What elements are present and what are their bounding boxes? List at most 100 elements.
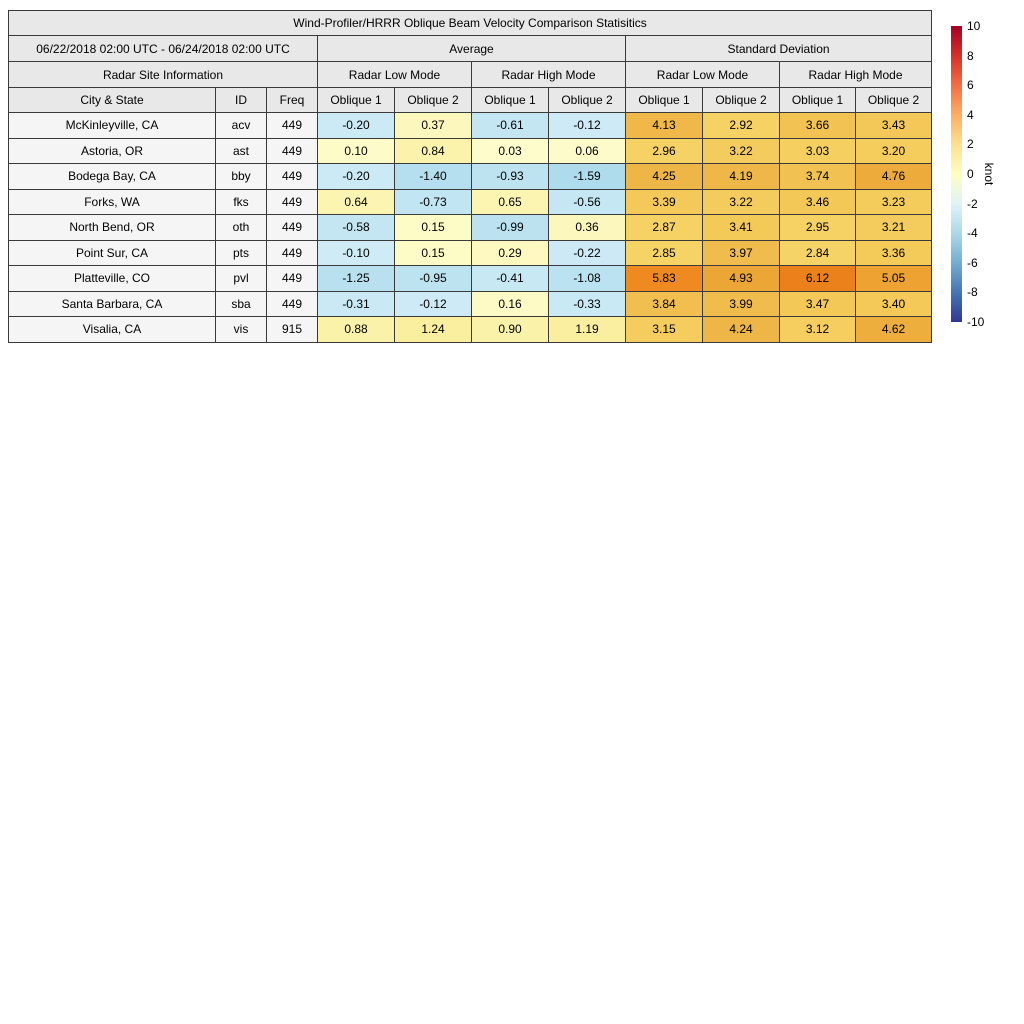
value-cell: -0.56 [548,188,626,215]
value-cell: 0.15 [394,239,472,266]
value-cell: 3.23 [854,188,933,215]
date-range: 06/22/2018 02:00 UTC - 06/24/2018 02:00 … [8,35,318,62]
avg-low-oblique2-header: Oblique 2 [394,87,472,113]
value-cell: 0.37 [394,112,472,139]
site-id-cell: sba [215,290,267,317]
value-cell: -0.73 [394,188,472,215]
value-cell: 3.03 [779,137,856,164]
value-cell: 2.96 [625,137,703,164]
value-cell: 2.85 [625,239,703,266]
value-cell: 0.10 [317,137,395,164]
value-cell: 2.87 [625,214,703,241]
value-cell: 1.19 [548,316,626,343]
avg-high-mode-header: Radar High Mode [471,61,626,88]
table-row: Bodega Bay, CA bby 449 -0.20 -1.40 -0.93 -1.59… [8,163,933,190]
city-state-cell: Visalia, CA [8,316,216,343]
colorbar: 10 8 6 4 2 0 -2 -4 -6 -8 -10 knot [951,20,1021,328]
value-cell: 0.65 [471,188,549,215]
std-low-oblique1-header: Oblique 1 [625,87,703,113]
site-id-cell: pts [215,239,267,266]
freq-header: Freq [266,87,318,113]
city-state-cell: Astoria, OR [8,137,216,164]
city-state-cell: Platteville, CO [8,265,216,292]
value-cell: 3.46 [779,188,856,215]
table-row: Platteville, CO pvl 449 -1.25 -0.95 -0.41 -1.0… [8,265,933,292]
value-cell: 2.92 [702,112,780,139]
value-cell: 3.74 [779,163,856,190]
value-cell: -1.08 [548,265,626,292]
value-cell: 3.40 [854,290,933,317]
avg-low-oblique1-header: Oblique 1 [317,87,395,113]
value-cell: 3.66 [779,112,856,139]
colorbar-tick-label: 2 [967,137,974,152]
freq-cell: 449 [266,290,318,317]
table-row: McKinleyville, CA acv 449 -0.20 0.37 -0.61 -0.… [8,112,933,139]
table-row: Santa Barbara, CA sba 449 -0.31 -0.12 0.16 -0.… [8,290,933,317]
value-cell: 2.84 [779,239,856,266]
value-cell: 0.29 [471,239,549,266]
value-cell: 3.39 [625,188,703,215]
value-cell: 3.99 [702,290,780,317]
value-cell: -0.20 [317,112,395,139]
value-cell: -1.40 [394,163,472,190]
value-cell: 3.97 [702,239,780,266]
avg-low-mode-header: Radar Low Mode [317,61,472,88]
city-state-cell: Bodega Bay, CA [8,163,216,190]
value-cell: -1.25 [317,265,395,292]
freq-cell: 449 [266,163,318,190]
value-cell: 0.15 [394,214,472,241]
city-state-cell: McKinleyville, CA [8,112,216,139]
value-cell: -0.33 [548,290,626,317]
value-cell: 4.93 [702,265,780,292]
colorbar-tick-label: 8 [967,48,974,63]
value-cell: 2.95 [779,214,856,241]
colorbar-tick-label: -8 [967,285,978,300]
value-cell: 3.15 [625,316,703,343]
colorbar-unit-label: knot [982,162,996,186]
freq-cell: 449 [266,214,318,241]
value-cell: -0.20 [317,163,395,190]
value-cell: 3.22 [702,188,780,215]
value-cell: 4.24 [702,316,780,343]
city-state-cell: Santa Barbara, CA [8,290,216,317]
value-cell: 3.43 [854,112,933,139]
std-low-oblique2-header: Oblique 2 [702,87,780,113]
table-row: Astoria, OR ast 449 0.10 0.84 0.03 0.06 2.96 3.2… [8,137,933,164]
value-cell: -0.95 [394,265,472,292]
avg-high-oblique1-header: Oblique 1 [471,87,549,113]
stats-table: Wind-Profiler/HRRR Oblique Beam Velocity… [7,10,933,343]
freq-cell: 449 [266,137,318,164]
value-cell: 0.36 [548,214,626,241]
value-cell: -0.12 [548,112,626,139]
city-state-cell: Forks, WA [8,188,216,215]
value-cell: 0.84 [394,137,472,164]
value-cell: 5.83 [625,265,703,292]
city-state-header: City & State [8,87,216,113]
avg-high-oblique2-header: Oblique 2 [548,87,626,113]
radar-site-information-header: Radar Site Information [8,61,318,88]
value-cell: 3.84 [625,290,703,317]
value-cell: 3.20 [854,137,933,164]
colorbar-tick-label: -4 [967,226,978,241]
column-header-row: City & State ID Freq Oblique 1 Oblique 2… [8,87,933,113]
section-header-row: 06/22/2018 02:00 UTC - 06/24/2018 02:00 … [8,35,933,62]
site-id-cell: oth [215,214,267,241]
value-cell: -0.99 [471,214,549,241]
title-row: Wind-Profiler/HRRR Oblique Beam Velocity… [7,10,933,36]
value-cell: 0.03 [471,137,549,164]
value-cell: 0.06 [548,137,626,164]
std-high-oblique1-header: Oblique 1 [779,87,856,113]
section-average: Average [317,35,626,62]
std-high-oblique2-header: Oblique 2 [854,87,933,113]
value-cell: 4.62 [854,316,933,343]
site-id-cell: fks [215,188,267,215]
value-cell: 3.36 [854,239,933,266]
site-id-cell: vis [215,316,267,343]
site-id-cell: pvl [215,265,267,292]
value-cell: 0.88 [317,316,395,343]
value-cell: 4.76 [854,163,933,190]
value-cell: 5.05 [854,265,933,292]
freq-cell: 449 [266,265,318,292]
value-cell: 0.64 [317,188,395,215]
